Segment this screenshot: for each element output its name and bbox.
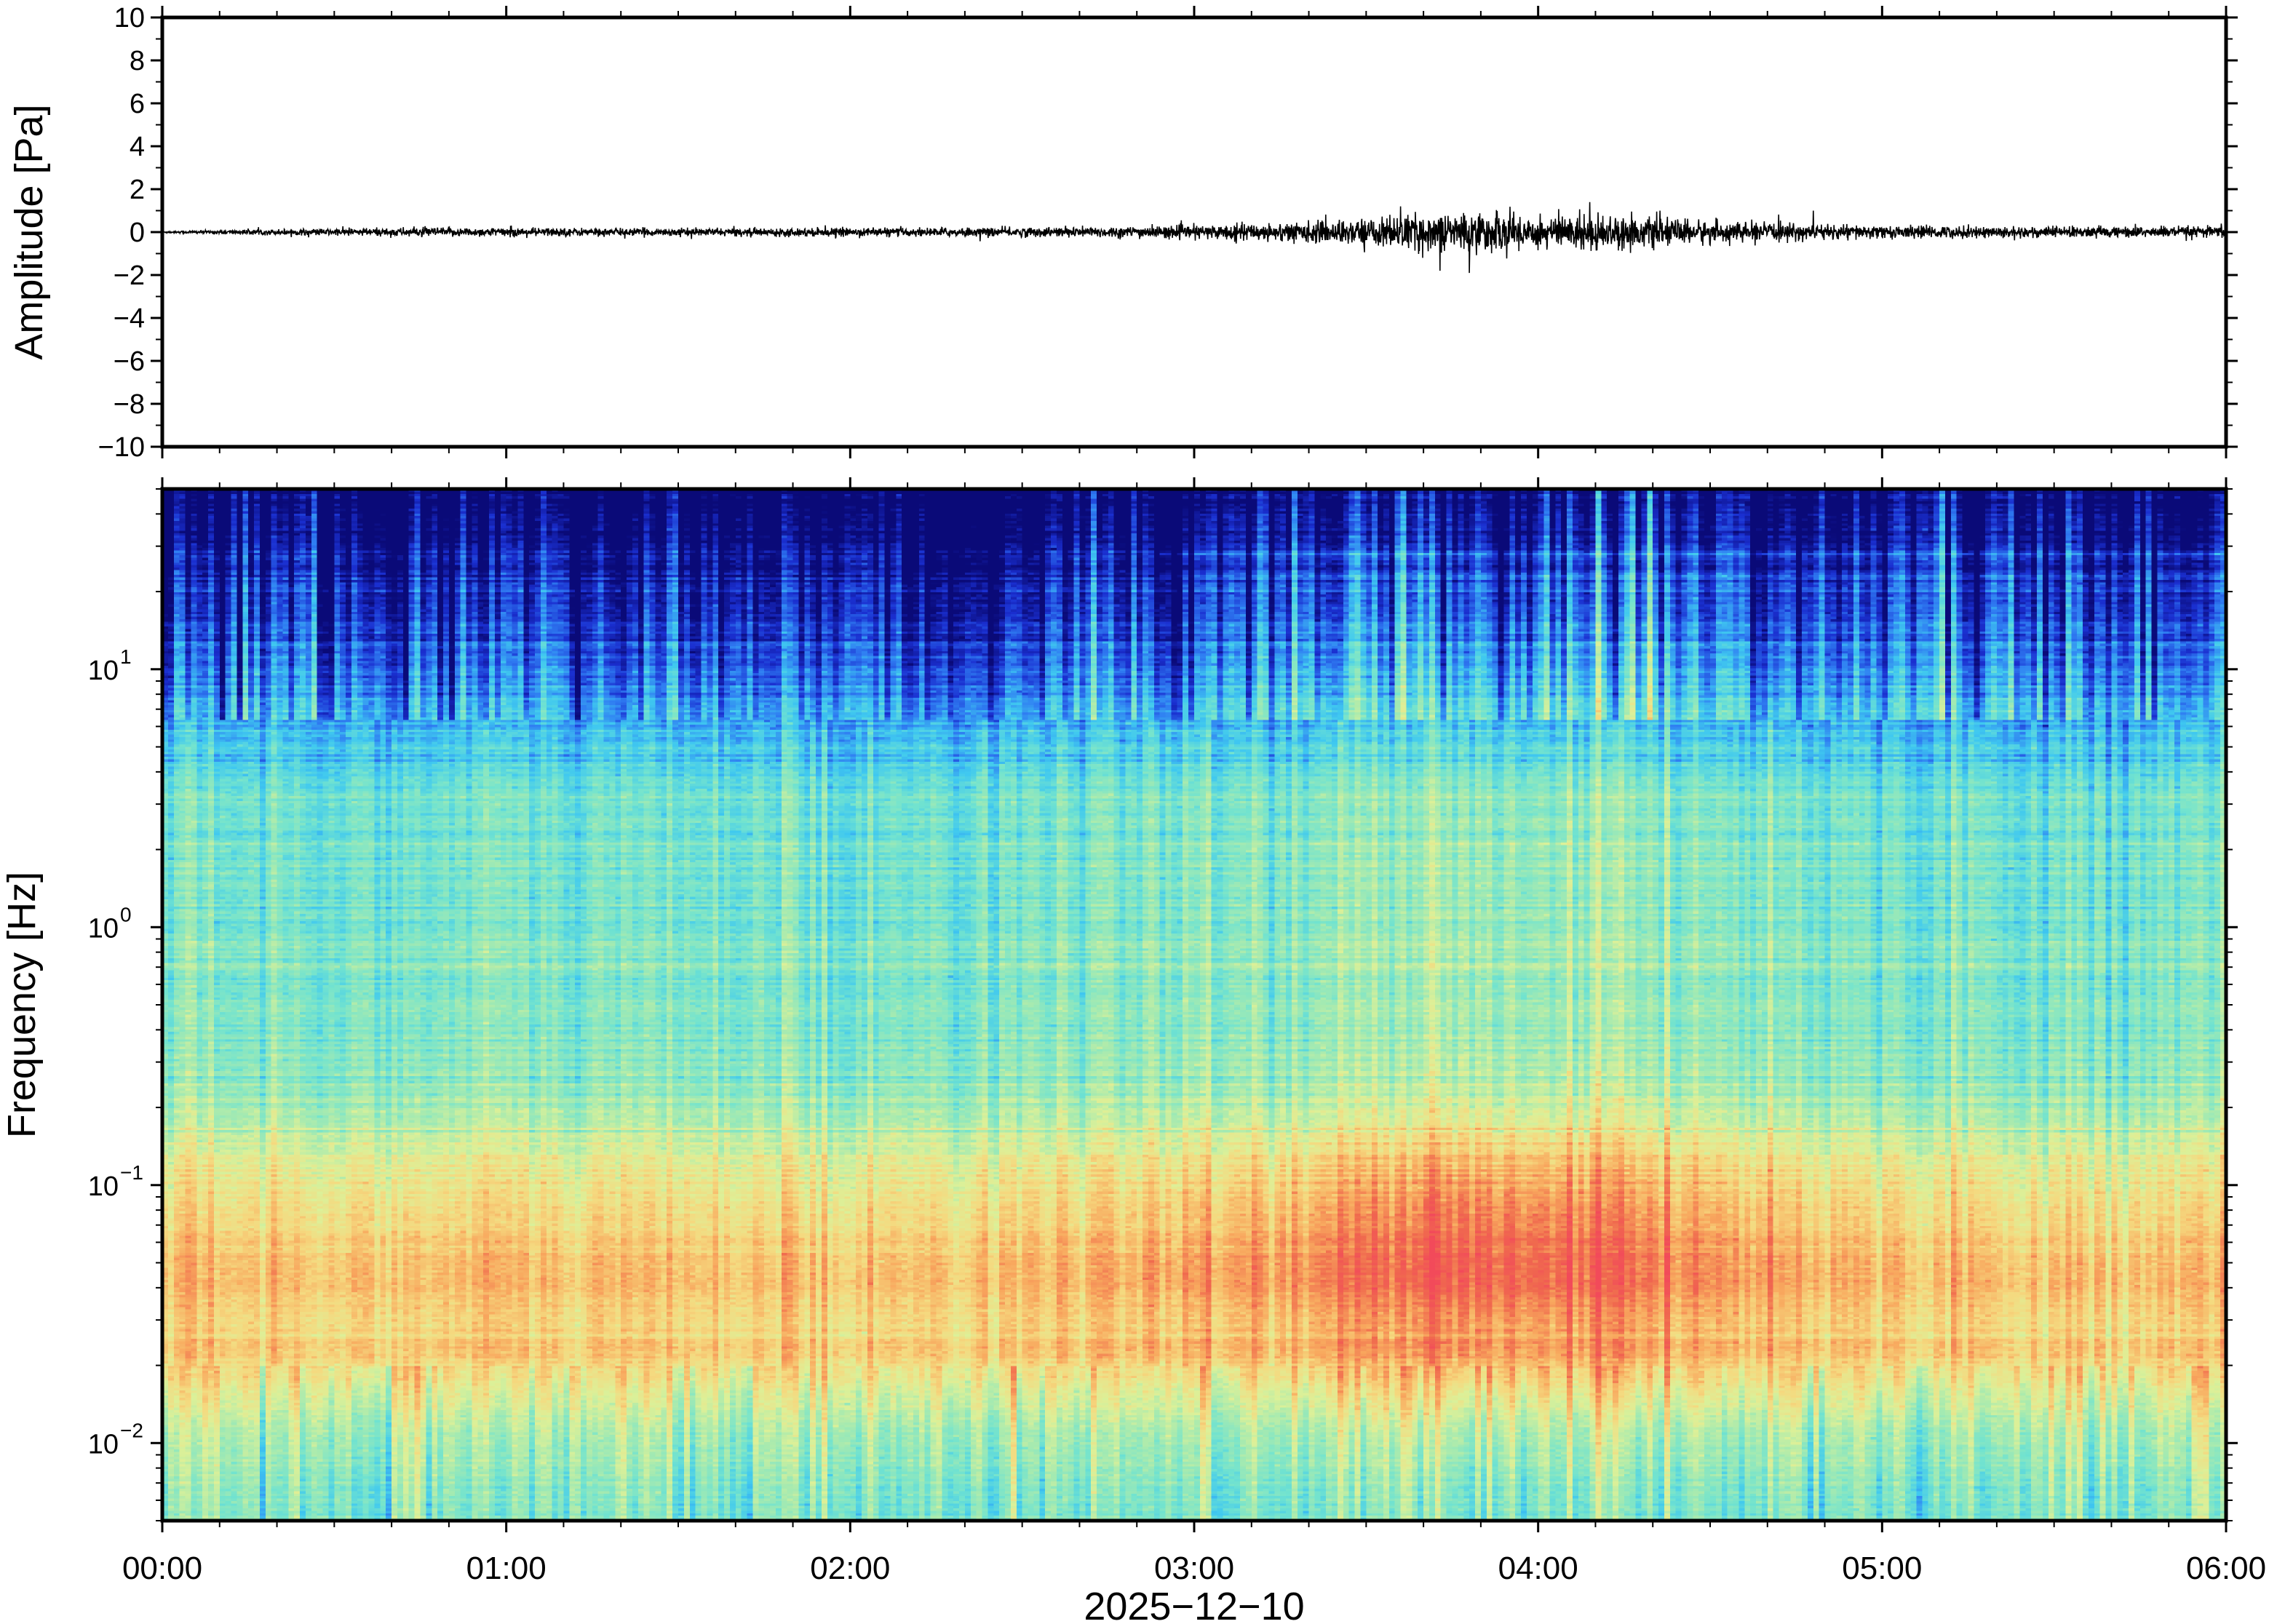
spectrogram-x-tick-label: 01:00 <box>466 1551 547 1586</box>
waveform-panel: 10 8 6 4 2 0 −2 −4 −6 −8 −10 Amplitude [Pa] <box>7 3 2238 463</box>
waveform-ticks <box>151 6 2238 458</box>
waveform-y-tick-labels: 10 8 6 4 2 0 −2 −4 −6 −8 −10 <box>98 3 145 463</box>
spectrogram-y-tick-exponent: 0 <box>120 903 132 926</box>
waveform-trace <box>162 202 2227 274</box>
waveform-y-tick-label: −2 <box>114 260 145 291</box>
spectrogram-y-tick-label: 10 <box>88 913 119 944</box>
spectrogram-x-axis-label: 2025−12−10 <box>1084 1585 1304 1624</box>
waveform-y-tick-label: 4 <box>130 132 145 162</box>
waveform-y-tick-label: 8 <box>130 46 145 76</box>
spectrogram-x-tick-label: 05:00 <box>1842 1551 1922 1586</box>
spectrogram-frame <box>160 487 2228 1523</box>
spectrogram-x-tick-label: 02:00 <box>810 1551 890 1586</box>
spectrogram-x-tick-label: 06:00 <box>2186 1551 2266 1586</box>
waveform-frame <box>160 15 2228 449</box>
spectrogram-image <box>162 489 2226 1521</box>
waveform-y-tick-label: 0 <box>130 218 145 248</box>
spectrogram-y-tick-exponent: 1 <box>120 645 132 668</box>
spectrogram-y-axis-label: Frequency [Hz] <box>0 872 44 1138</box>
spectrogram-y-tick-exponent: −2 <box>120 1419 143 1441</box>
waveform-y-tick-label: 10 <box>114 3 145 33</box>
waveform-y-axis-label: Amplitude [Pa] <box>7 104 51 359</box>
waveform-y-tick-label: −10 <box>98 432 145 463</box>
waveform-y-tick-label: 2 <box>130 175 145 205</box>
spectrogram-y-tick-label: 10 <box>88 1429 119 1460</box>
waveform-y-tick-label: −8 <box>114 389 145 420</box>
spectrogram-x-tick-labels: 00:00 01:00 02:00 03:00 04:00 05:00 06:00 <box>122 1551 2266 1586</box>
spectrogram-y-tick-exponent: −1 <box>120 1161 143 1184</box>
spectrogram-y-tick-label: 10 <box>88 1171 119 1202</box>
spectrogram-x-tick-label: 00:00 <box>122 1551 202 1586</box>
spectrogram-x-tick-label: 03:00 <box>1154 1551 1234 1586</box>
spectrogram-x-tick-label: 04:00 <box>1498 1551 1578 1586</box>
waveform-y-tick-label: 6 <box>130 89 145 119</box>
waveform-y-tick-label: −4 <box>114 303 145 334</box>
spectrogram-y-tick-label: 10 <box>88 656 119 686</box>
waveform-y-tick-label: −6 <box>114 346 145 377</box>
